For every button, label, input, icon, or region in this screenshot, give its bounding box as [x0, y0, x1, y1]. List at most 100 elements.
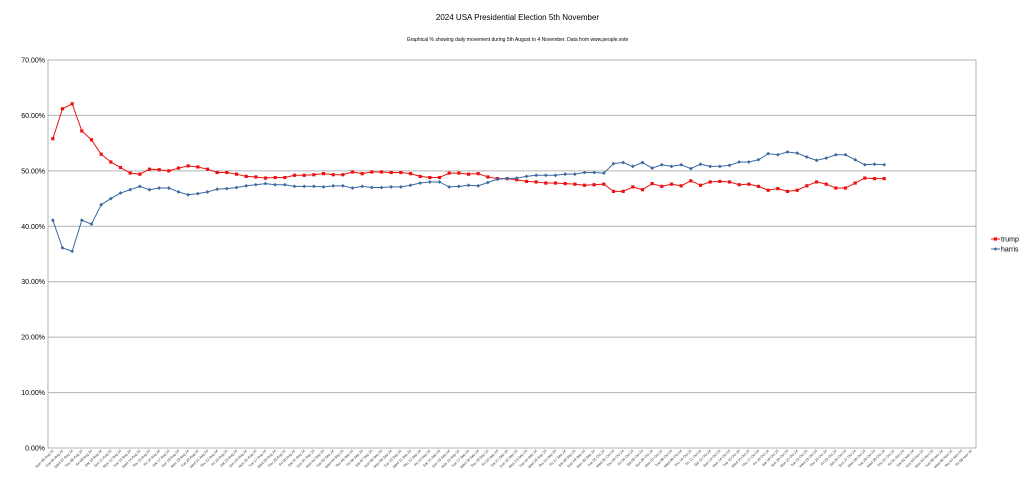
data-point-harris: [108, 196, 113, 201]
data-point-harris: [99, 202, 104, 207]
data-point-harris: [688, 166, 693, 171]
data-point-trump: [215, 170, 219, 175]
data-point-trump: [524, 179, 529, 183]
data-point-harris: [775, 152, 780, 157]
y-axis-ticks: 0.00% 10.00% 20.00% 30.00% 40.00% 50.00% 60.00…: [21, 58, 45, 453]
data-point-trump: [785, 189, 790, 193]
data-point-trump: [234, 172, 239, 176]
data-point-harris: [853, 157, 858, 162]
data-point-trump: [437, 175, 442, 180]
data-point-harris: [630, 164, 635, 169]
data-point-harris: [659, 162, 664, 167]
data-point-harris: [882, 162, 887, 167]
data-point-trump: [698, 183, 703, 187]
data-point-trump: [399, 170, 403, 175]
y-tick-label: 50.00%: [21, 168, 45, 175]
data-point-harris: [369, 185, 374, 190]
series-harris: [50, 150, 887, 254]
data-point-trump: [805, 184, 809, 188]
data-point-trump: [176, 166, 181, 170]
data-point-harris: [205, 190, 210, 194]
data-point-harris: [737, 160, 742, 164]
data-point-trump: [312, 173, 316, 177]
data-point-harris: [746, 160, 751, 164]
data-point-harris: [640, 160, 645, 165]
data-point-harris: [408, 183, 413, 188]
data-point-trump: [292, 173, 297, 177]
data-point-harris: [215, 187, 220, 192]
data-point-trump: [640, 188, 645, 192]
data-point-trump: [360, 172, 364, 176]
data-point-trump: [814, 180, 819, 184]
data-point-harris: [456, 184, 461, 189]
data-point-trump: [283, 175, 287, 180]
data-point-trump: [602, 182, 606, 186]
data-point-harris: [669, 164, 674, 169]
data-point-harris: [872, 162, 877, 167]
data-point-harris: [466, 183, 471, 188]
data-point-trump: [109, 160, 113, 164]
data-point-harris: [128, 187, 133, 192]
data-point-trump: [727, 180, 732, 184]
y-tick-label: 10.00%: [21, 390, 45, 397]
data-point-trump: [843, 186, 848, 190]
data-point-trump: [157, 168, 161, 172]
data-point-harris: [389, 185, 394, 189]
data-point-trump: [99, 152, 103, 156]
data-point-trump: [834, 186, 838, 190]
data-point-harris: [766, 151, 771, 156]
series-line-trump: [52, 103, 885, 192]
data-point-harris: [495, 177, 500, 182]
data-point-harris: [843, 152, 848, 157]
data-point-trump: [457, 171, 461, 175]
data-point-harris: [534, 173, 539, 178]
data-point-trump: [196, 165, 200, 169]
data-point-trump: [631, 185, 635, 189]
data-point-trump: [205, 167, 210, 171]
data-point-trump: [621, 189, 625, 193]
legend-marker: [993, 237, 997, 241]
data-point-harris: [340, 183, 345, 188]
data-point-harris: [476, 183, 481, 188]
data-point-trump: [321, 172, 326, 176]
y-tick-label: 60.00%: [21, 113, 45, 120]
data-point-trump: [466, 172, 471, 176]
data-point-harris: [553, 173, 558, 178]
data-point-harris: [785, 150, 790, 154]
data-point-harris: [224, 186, 229, 191]
data-point-trump: [89, 138, 94, 142]
data-point-trump: [582, 183, 587, 187]
data-point-trump: [147, 167, 152, 171]
data-point-trump: [70, 102, 74, 106]
data-point-harris: [70, 249, 75, 254]
data-point-trump: [766, 188, 770, 192]
legend: trump harris: [991, 237, 1019, 254]
data-point-trump: [776, 186, 780, 191]
data-point-harris: [360, 184, 365, 189]
data-point-trump: [60, 107, 65, 111]
data-point-harris: [418, 181, 423, 185]
data-point-trump: [273, 175, 277, 180]
data-point-trump: [534, 180, 538, 184]
data-point-harris: [244, 183, 249, 188]
data-point-harris: [176, 190, 181, 194]
y-tick-label: 0.00%: [25, 446, 45, 453]
y-tick-label: 30.00%: [21, 279, 45, 286]
data-point-trump: [486, 175, 490, 179]
legend-item-trump: trump: [991, 237, 1019, 244]
data-point-trump: [244, 174, 248, 178]
data-point-trump: [563, 182, 567, 186]
data-point-trump: [341, 173, 345, 177]
data-point-harris: [621, 160, 626, 165]
data-point-trump: [679, 184, 683, 188]
data-point-trump: [882, 177, 886, 181]
data-point-harris: [698, 162, 703, 167]
data-point-trump: [611, 189, 616, 193]
data-point-trump: [128, 171, 132, 175]
data-point-harris: [311, 184, 316, 189]
data-point-harris: [485, 180, 490, 185]
data-point-trump: [302, 173, 306, 177]
y-tick-label: 40.00%: [21, 224, 45, 231]
data-point-harris: [350, 186, 355, 190]
data-point-harris: [166, 186, 171, 190]
